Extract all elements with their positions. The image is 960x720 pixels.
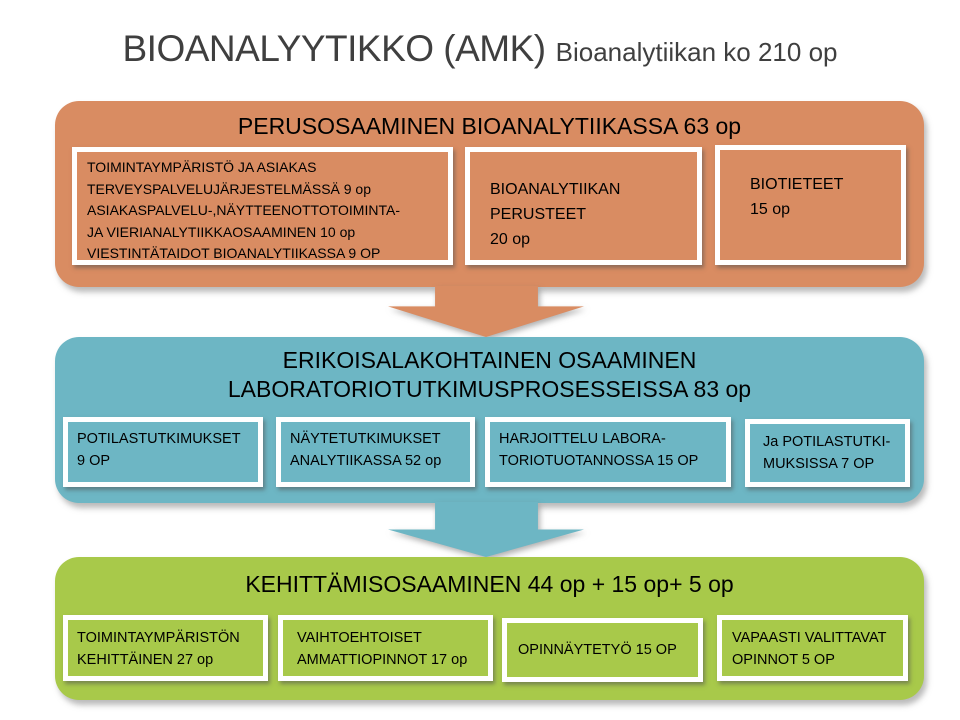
course-box-line: 20 op (490, 231, 531, 248)
course-box-potilastutkimukset: POTILASTUTKIMUKSET 9 OP (63, 417, 263, 487)
course-box-line: TOIMINTAYMPÄRISTÖN (77, 630, 240, 646)
course-box-line: 9 OP (77, 453, 111, 469)
page-title: BIOANALYYTIKKO (AMK) Bioanalytiikan ko 21… (0, 28, 960, 70)
course-box-line: POTILASTUTKIMUKSET (77, 431, 241, 447)
course-box-line: VAPAASTI VALITTAVAT (732, 630, 887, 646)
section-perusosaaminen-header: PERUSOSAAMINEN BIOANALYTIIKASSA 63 op (237, 113, 742, 139)
down-arrow-icon (388, 286, 584, 337)
course-box-line: BIOTIETEET (750, 176, 844, 193)
course-box-line: VIESTINTÄTAIDOT BIOANALYTIIKASSA 9 OP (87, 245, 381, 261)
section-erikoisalakohtainen-header: ERIKOISALAKOHTAINEN OSAAMINEN LABORATORI… (55, 337, 924, 404)
title-main: BIOANALYYTIKKO (AMK) (122, 28, 547, 69)
course-box-line: OPINNÄYTETYÖ 15 OP (518, 642, 677, 658)
title-sub: Bioanalytiikan ko 210 op (555, 37, 838, 67)
course-box-vapaasti-valittavat: VAPAASTI VALITTAVAT OPINNOT 5 OP (717, 615, 908, 681)
course-box-opinnaytetyo: OPINNÄYTETYÖ 15 OP (502, 618, 703, 682)
section-kehittamisosaaminen-header: KEHITTÄMISOSAAMINEN 44 op + 15 op+ 5 op (245, 571, 734, 597)
course-box-line: ASIAKASPALVELU-,NÄYTTEENOTTOTOIMINTA- (87, 202, 400, 218)
course-box-vaihtoehtoiset-ammattiopinnot: VAIHTOEHTOISET AMMATTIOPINNOT 17 op (278, 615, 493, 681)
section-kehittamisosaaminen: KEHITTÄMISOSAAMINEN 44 op + 15 op+ 5 op … (55, 557, 924, 700)
course-box-line: AMMATTIOPINNOT 17 op (297, 652, 468, 668)
section-erikoisalakohtainen: ERIKOISALAKOHTAINEN OSAAMINEN LABORATORI… (55, 337, 924, 503)
down-arrow-icon (388, 502, 584, 557)
course-box-line: PERUSTEET (490, 206, 587, 223)
course-box-line: HARJOITTELU LABORA- (499, 431, 666, 447)
course-box-line: MUKSISSA 7 OP (763, 456, 875, 472)
course-box-line: 15 op (750, 201, 791, 218)
course-box-harjoittelu-potilastutkimuksissa: Ja POTILASTUTKI- MUKSISSA 7 OP (745, 419, 910, 487)
course-box-line: ANALYTIIKASSA 52 op (290, 453, 442, 469)
section-perusosaaminen: PERUSOSAAMINEN BIOANALYTIIKASSA 63 op TO… (55, 101, 924, 287)
course-box-bioanalytiikan-perusteet: BIOANALYTIIKAN PERUSTEET 20 op (465, 147, 702, 265)
course-box-line: VAIHTOEHTOISET (297, 630, 422, 646)
course-box-line: TERVEYSPALVELUJÄRJESTELMÄSSÄ 9 op (87, 180, 372, 197)
course-box-line: BIOANALYTIIKAN (490, 181, 621, 198)
course-box-harjoittelu-laboratoriotuotannossa: HARJOITTELU LABORA- TORIOTUOTANNOSSA 15 … (485, 417, 731, 487)
course-box-line: TORIOTUOTANNOSSA 15 OP (499, 453, 699, 469)
section-header-line: ERIKOISALAKOHTAINEN OSAAMINEN (282, 347, 697, 373)
course-box-biotieteet: BIOTIETEET 15 op (715, 145, 906, 265)
course-box-line: KEHITTÄINEN 27 op (77, 652, 214, 668)
course-box-line: OPINNOT 5 OP (732, 652, 835, 668)
course-box-toimintaymparisto: TOIMINTAYMPÄRISTÖ JA ASIAKAS TERVEYSPALV… (72, 147, 453, 265)
course-box-line: NÄYTETUTKIMUKSET (290, 431, 441, 447)
section-header-line: LABORATORIOTUTKIMUSPROSESSEISSA 83 op (227, 376, 752, 402)
course-box-line: JA VIERIANALYTIIKKAOSAAMINEN 10 op (87, 223, 356, 240)
course-box-line: TOIMINTAYMPÄRISTÖ JA ASIAKAS (87, 159, 317, 175)
course-box-naytetutkimukset: NÄYTETUTKIMUKSET ANALYTIIKASSA 52 op (276, 417, 475, 487)
down-arrow-teal (388, 502, 584, 557)
course-box-toimintaympariston-kehittainen: TOIMINTAYMPÄRISTÖN KEHITTÄINEN 27 op (63, 615, 268, 681)
down-arrow-orange (388, 286, 584, 337)
course-box-line: Ja POTILASTUTKI- (763, 434, 891, 450)
